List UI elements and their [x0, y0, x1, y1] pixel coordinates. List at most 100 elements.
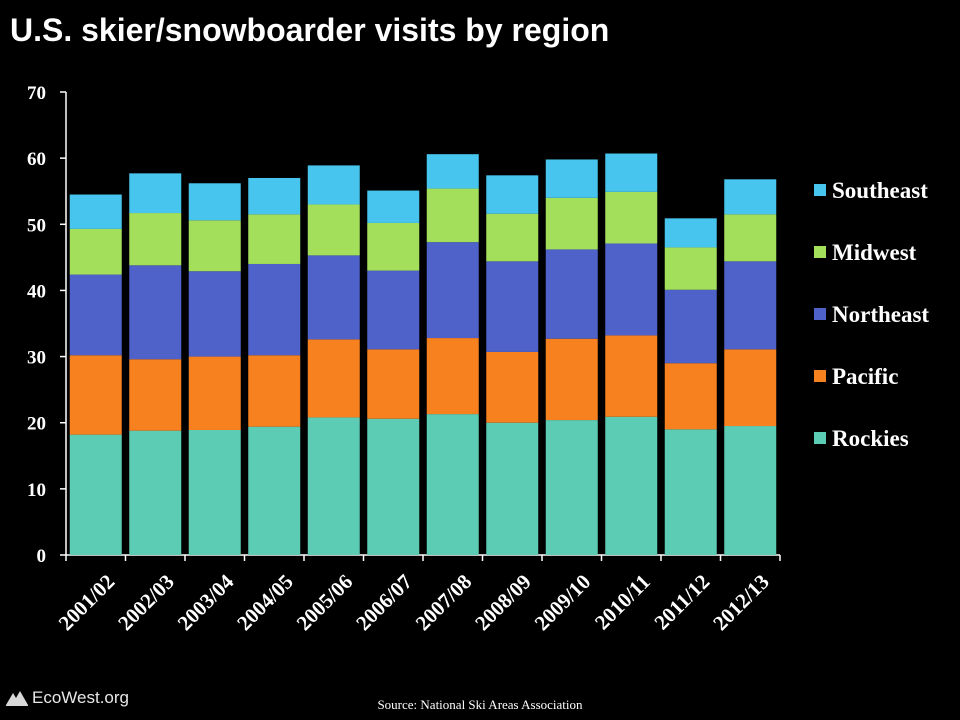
bars [69, 153, 777, 555]
bar-segment-midwest [248, 214, 301, 264]
x-tick-label: 2008/09 [470, 570, 536, 636]
bar-segment-rockies [69, 434, 122, 555]
y-tick-label: 20 [27, 414, 46, 435]
bar-segment-northeast [129, 265, 182, 360]
bar-segment-midwest [605, 191, 658, 244]
bar-segment-rockies [367, 418, 420, 555]
bar-segment-northeast [664, 289, 717, 364]
bar-segment-northeast [545, 249, 598, 339]
legend-swatch-northeast [814, 308, 826, 320]
legend-label-pacific: Pacific [832, 364, 898, 389]
bar-segment-pacific [724, 349, 777, 427]
bar-segment-pacific [188, 356, 241, 430]
bar-segment-northeast [307, 255, 360, 340]
bar-segment-pacific [69, 355, 122, 435]
bar-segment-pacific [664, 363, 717, 430]
bar-segment-midwest [664, 247, 717, 290]
legend-swatch-rockies [814, 432, 826, 444]
bar-segment-midwest [367, 222, 420, 271]
bar-segment-rockies [545, 420, 598, 555]
y-tick-label: 70 [27, 83, 46, 104]
bar-segment-southeast [664, 218, 717, 248]
x-tick-label: 2006/07 [351, 570, 417, 636]
bar-segment-pacific [426, 338, 479, 415]
bar-segment-northeast [426, 242, 479, 339]
bar-segment-rockies [605, 416, 658, 555]
bar-segment-pacific [129, 359, 182, 431]
bar-segment-rockies [129, 430, 182, 555]
x-tick-label: 2004/05 [232, 570, 298, 636]
y-tick-label: 40 [27, 281, 46, 302]
y-tick-label: 60 [27, 149, 46, 170]
bar-segment-southeast [724, 179, 777, 215]
legend-label-southeast: Southeast [832, 178, 928, 203]
y-tick-label: 0 [37, 546, 47, 567]
x-tick-label: 2012/13 [708, 570, 774, 636]
bar-segment-southeast [248, 177, 301, 215]
source-note: Source: National Ski Areas Association [377, 697, 583, 712]
bar-segment-southeast [426, 154, 479, 189]
bar-segment-southeast [188, 183, 241, 221]
bar-segment-rockies [248, 426, 301, 555]
bar-segment-pacific [248, 355, 301, 427]
bar-segment-rockies [664, 429, 717, 555]
bar-segment-southeast [307, 165, 360, 205]
bar-segment-southeast [605, 153, 658, 192]
bar-segment-midwest [426, 188, 479, 243]
x-tick-label: 2011/12 [649, 570, 714, 635]
y-tick-label: 10 [27, 480, 46, 501]
bar-segment-rockies [486, 422, 539, 555]
mountain-icon [6, 691, 28, 706]
bar-segment-pacific [545, 338, 598, 421]
bar-segment-rockies [188, 429, 241, 555]
bar-segment-northeast [69, 274, 122, 356]
bar-segment-northeast [486, 261, 539, 352]
bar-segment-southeast [69, 194, 122, 229]
bar-segment-midwest [129, 213, 182, 266]
x-tick-label: 2002/03 [113, 570, 179, 636]
bar-segment-rockies [307, 417, 360, 555]
legend-swatch-southeast [814, 184, 826, 196]
x-axis: 2001/022002/032003/042004/052005/062006/… [54, 554, 781, 636]
legend-swatch-midwest [814, 246, 826, 258]
y-axis: 0 10 20 30 40 50 60 70 [27, 83, 67, 567]
legend-label-northeast: Northeast [832, 302, 929, 327]
bar-segment-pacific [605, 335, 658, 417]
bar-segment-pacific [486, 351, 539, 423]
x-tick-label: 2001/02 [54, 570, 120, 636]
x-tick-label: 2005/06 [292, 570, 358, 636]
logo-text: EcoWest.org [32, 688, 130, 707]
bar-segment-midwest [307, 204, 360, 256]
bar-segment-midwest [486, 213, 539, 262]
bar-segment-northeast [605, 243, 658, 336]
bar-segment-southeast [367, 190, 420, 223]
bar-segment-pacific [367, 349, 420, 419]
ecowest-logo: EcoWest.org [6, 688, 129, 708]
bar-segment-northeast [248, 263, 301, 356]
bar-segment-rockies [724, 426, 777, 555]
y-tick-label: 30 [27, 348, 46, 369]
bar-segment-rockies [426, 414, 479, 555]
x-tick-label: 2003/04 [173, 569, 239, 635]
x-tick-label: 2010/11 [590, 570, 655, 635]
bar-segment-northeast [188, 271, 241, 357]
chart-title: U.S. skier/snowboarder visits by region [10, 12, 610, 48]
x-tick-label: 2007/08 [411, 570, 477, 636]
bar-segment-southeast [486, 175, 539, 214]
legend: Southeast Midwest Northeast Pacific Rockies [814, 178, 929, 451]
bar-segment-pacific [307, 339, 360, 418]
legend-label-rockies: Rockies [832, 426, 909, 451]
bar-segment-southeast [129, 173, 182, 214]
bar-segment-midwest [69, 228, 122, 275]
bar-segment-southeast [545, 159, 598, 198]
legend-label-midwest: Midwest [832, 240, 917, 265]
bar-segment-midwest [545, 197, 598, 250]
y-tick-label: 50 [27, 215, 46, 236]
x-tick-label: 2009/10 [530, 570, 596, 636]
bar-segment-northeast [367, 270, 420, 350]
legend-swatch-pacific [814, 370, 826, 382]
bar-segment-northeast [724, 261, 777, 350]
bar-segment-midwest [188, 220, 241, 272]
bar-segment-midwest [724, 214, 777, 262]
